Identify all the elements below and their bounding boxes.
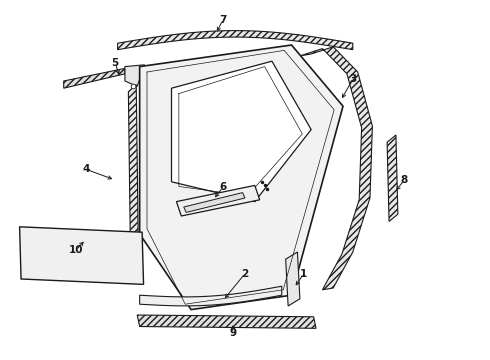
Polygon shape bbox=[387, 135, 398, 221]
Text: 6: 6 bbox=[220, 182, 226, 192]
Text: 9: 9 bbox=[229, 328, 236, 338]
Polygon shape bbox=[300, 47, 372, 290]
Polygon shape bbox=[137, 315, 316, 328]
Text: 5: 5 bbox=[112, 58, 119, 68]
Text: 3: 3 bbox=[349, 74, 356, 84]
Polygon shape bbox=[140, 45, 343, 310]
Polygon shape bbox=[128, 85, 138, 245]
Text: 7: 7 bbox=[219, 15, 227, 25]
Text: 2: 2 bbox=[242, 269, 248, 279]
Polygon shape bbox=[286, 252, 300, 306]
Text: 8: 8 bbox=[401, 175, 408, 185]
Text: 4: 4 bbox=[82, 164, 90, 174]
Polygon shape bbox=[172, 61, 311, 202]
Polygon shape bbox=[184, 193, 245, 212]
Polygon shape bbox=[140, 286, 282, 306]
Polygon shape bbox=[64, 68, 125, 88]
Polygon shape bbox=[20, 227, 144, 284]
Polygon shape bbox=[176, 185, 260, 216]
Text: 10: 10 bbox=[69, 245, 83, 255]
Polygon shape bbox=[125, 65, 145, 86]
Text: 1: 1 bbox=[300, 269, 307, 279]
Polygon shape bbox=[118, 31, 353, 50]
